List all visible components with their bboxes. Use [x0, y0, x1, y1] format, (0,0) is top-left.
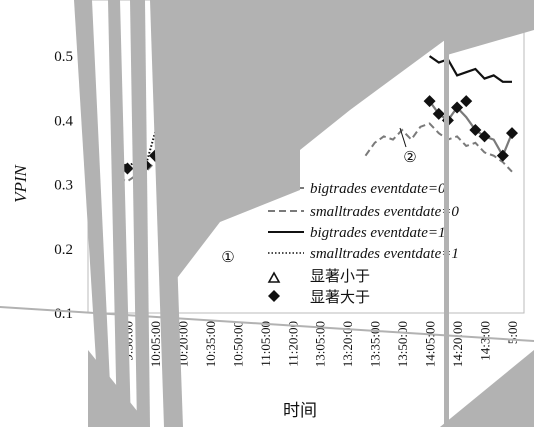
- legend-label-smalltrades-1: smalltrades eventdate=1: [310, 246, 459, 262]
- annotation-1: ①: [221, 248, 234, 266]
- series-line-solid-black: [428, 55, 512, 83]
- legend-label-sig-less: 显著小于: [310, 267, 370, 285]
- series-line-dashed-gray: [364, 122, 513, 173]
- x-tick-label: 11:05:00: [258, 321, 273, 367]
- occluder-wedge-top: [168, 0, 300, 290]
- significant-diamond-marker: [496, 149, 509, 162]
- series-line-solid-gray: [428, 100, 514, 159]
- x-tick-label: 5:00: [505, 321, 520, 344]
- y-tick-label: 0.4: [54, 113, 73, 129]
- legend-marker-diamond: [268, 290, 280, 302]
- x-tick-label: 10:35:00: [203, 321, 218, 367]
- legend: bigtrades eventdate=0 smalltrades eventd…: [221, 181, 459, 306]
- occluder-stripe-3: [130, 0, 150, 427]
- x-tick-label: 13:50:00: [395, 321, 410, 367]
- legend-label-bigtrades-0: bigtrades eventdate=0: [310, 181, 446, 197]
- x-tick-label: 14:20:00: [450, 321, 465, 367]
- occluder-wedge-corner: [447, 0, 534, 55]
- x-tick-label: 10:50:00: [230, 321, 245, 367]
- x-tick-label: 10:05:00: [148, 321, 163, 367]
- legend-label-smalltrades-0: smalltrades eventdate=0: [310, 204, 459, 220]
- significant-diamond-marker: [451, 101, 464, 114]
- occluder-bottom-left: [88, 350, 150, 427]
- annotation-2: ②: [403, 148, 416, 166]
- x-tick-label: 13:05:00: [313, 321, 328, 367]
- x-tick-label: 14:3:00: [478, 321, 493, 361]
- significant-diamond-marker: [478, 130, 491, 143]
- significant-diamond-marker: [423, 95, 436, 108]
- significant-diamond-marker: [460, 95, 473, 108]
- occluder-stripe-2: [108, 0, 131, 427]
- annotation-2-leader: [399, 127, 407, 148]
- significant-diamond-marker: [506, 127, 518, 140]
- y-tick-label: 0.2: [54, 242, 73, 258]
- significant-diamond-marker: [432, 107, 445, 120]
- significant-diamond-marker: [121, 162, 134, 175]
- occluder-stripe-4: [150, 0, 183, 427]
- legend-marker-triangle: [267, 271, 281, 283]
- y-tick-label: 0.5: [54, 49, 73, 65]
- y-tick-label: 0.1: [54, 306, 73, 322]
- occluder-stripe-1: [74, 0, 112, 427]
- y-tick-label: 0.3: [54, 178, 73, 194]
- occluder-baseline-sliver: [0, 306, 534, 342]
- x-tick-label: 13:35:00: [368, 321, 383, 367]
- y-axis-title: VPIN: [11, 163, 30, 202]
- significant-diamond-marker: [469, 123, 482, 136]
- x-tick-label: 14:05:00: [423, 321, 438, 367]
- x-tick-label: 11:20:00: [285, 321, 300, 367]
- occluder-wedge-right-top: [300, 0, 445, 150]
- legend-label-sig-greater: 显著大于: [310, 288, 370, 306]
- x-tick-label: 13:20:00: [340, 321, 355, 367]
- legend-label-bigtrades-1: bigtrades eventdate=1: [310, 225, 446, 241]
- occluder-bottom-right: [440, 350, 534, 427]
- x-axis-title: 时间: [283, 401, 317, 420]
- occluder-vertical-bar: [444, 0, 449, 427]
